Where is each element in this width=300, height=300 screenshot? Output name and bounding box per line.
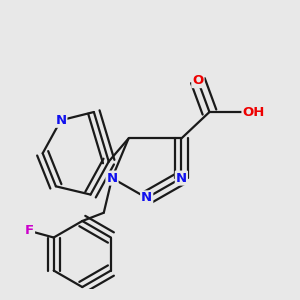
Text: OH: OH [242,106,265,118]
Text: N: N [141,191,152,204]
Text: N: N [106,172,118,184]
Text: F: F [25,224,34,237]
Text: N: N [176,172,187,184]
Text: N: N [55,114,66,127]
Text: O: O [192,74,203,87]
